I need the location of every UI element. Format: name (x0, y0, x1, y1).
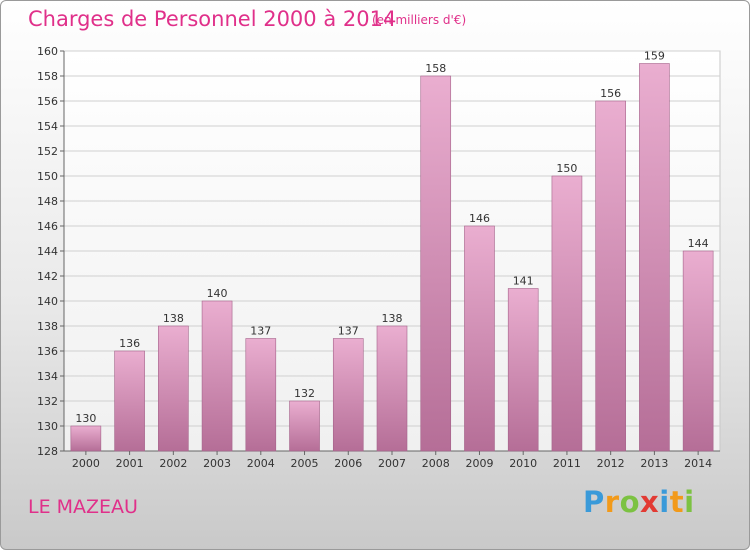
x-tick-label: 2003 (203, 457, 231, 470)
x-tick-label: 2004 (247, 457, 275, 470)
bar (201, 300, 233, 452)
bar (332, 338, 364, 452)
bar (158, 325, 189, 452)
y-tick-label: 158 (37, 70, 58, 83)
data-label: 150 (556, 162, 577, 175)
x-tick-label: 2014 (684, 457, 712, 470)
bar (464, 225, 495, 452)
y-tick-label: 154 (37, 120, 58, 133)
logo-letter: P (583, 485, 605, 519)
chart-subtitle: (en milliers d'€) (372, 13, 467, 27)
data-label: 141 (513, 275, 534, 288)
data-label: 138 (163, 312, 184, 325)
logo-letter: o (619, 485, 641, 519)
bar (376, 325, 408, 452)
bar (420, 75, 452, 452)
y-tick-label: 130 (37, 420, 58, 433)
logo-letter: i (659, 485, 670, 519)
bar (639, 63, 670, 452)
y-tick-label: 146 (37, 220, 58, 233)
data-label: 146 (469, 212, 490, 225)
y-tick-label: 136 (37, 345, 58, 358)
x-tick-label: 2011 (553, 457, 581, 470)
y-tick-label: 132 (37, 395, 58, 408)
data-label: 132 (294, 387, 315, 400)
data-label: 130 (75, 412, 96, 425)
y-tick-label: 150 (37, 170, 58, 183)
x-tick-label: 2008 (422, 457, 450, 470)
x-tick-label: 2006 (334, 457, 362, 470)
x-tick-label: 2013 (640, 457, 668, 470)
data-label: 137 (338, 325, 359, 338)
data-label: 158 (425, 62, 446, 75)
y-tick-label: 138 (37, 320, 58, 333)
logo-letter: t (669, 485, 685, 519)
x-tick-label: 2005 (291, 457, 319, 470)
y-tick-label: 134 (37, 370, 58, 383)
bar (595, 100, 626, 452)
y-tick-label: 160 (37, 45, 58, 58)
y-tick-label: 156 (37, 95, 58, 108)
y-tick-label: 140 (37, 295, 58, 308)
bar (245, 338, 277, 452)
data-label: 144 (688, 237, 709, 250)
bar (507, 288, 539, 452)
y-tick-label: 144 (37, 245, 58, 258)
logo-letter: r (604, 485, 620, 519)
chart-title: Charges de Personnel 2000 à 2014 (28, 7, 397, 31)
data-label: 156 (600, 87, 621, 100)
y-tick-label: 152 (37, 145, 58, 158)
bar (70, 425, 102, 452)
data-label: 137 (250, 325, 271, 338)
logo-letter: x (640, 485, 660, 519)
y-tick-label: 142 (37, 270, 58, 283)
commune-name: LE MAZEAU (28, 496, 138, 518)
x-tick-label: 2010 (509, 457, 537, 470)
y-tick-label: 148 (37, 195, 58, 208)
x-tick-label: 2000 (72, 457, 100, 470)
x-tick-label: 2007 (378, 457, 406, 470)
x-tick-label: 2001 (116, 457, 144, 470)
y-tick-label: 128 (37, 445, 58, 458)
data-label: 138 (382, 312, 403, 325)
data-label: 140 (207, 287, 228, 300)
x-tick-label: 2009 (465, 457, 493, 470)
bar (289, 400, 320, 452)
x-tick-label: 2012 (597, 457, 625, 470)
bar (114, 350, 145, 452)
data-label: 136 (119, 337, 140, 350)
bar (682, 250, 714, 452)
bar (551, 175, 583, 452)
data-label: 159 (644, 50, 665, 63)
logo-letter: i (684, 485, 695, 519)
x-tick-label: 2002 (159, 457, 187, 470)
proxiti-logo[interactable]: Proxiti (583, 485, 695, 519)
